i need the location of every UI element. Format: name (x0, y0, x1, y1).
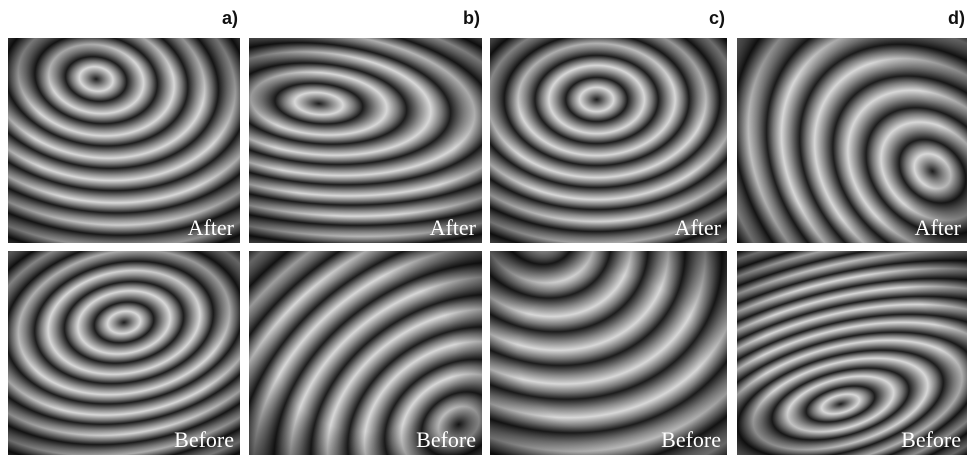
vignette (8, 251, 240, 455)
vignette (737, 38, 967, 243)
vignette (490, 38, 727, 243)
image-caption: After (188, 215, 235, 240)
image-caption: Before (901, 427, 961, 452)
vignette (737, 251, 967, 455)
image-caption: Before (416, 427, 476, 452)
image-caption: After (430, 215, 477, 240)
image-caption: Before (174, 427, 234, 452)
vignette (249, 38, 482, 243)
vignette (249, 251, 482, 455)
vignette (490, 251, 727, 455)
panel-label: d) (948, 8, 965, 28)
panel-label: a) (222, 8, 238, 28)
image-caption: After (915, 215, 962, 240)
panel-label: c) (709, 8, 725, 28)
image-caption: Before (661, 427, 721, 452)
panel-label: b) (463, 8, 480, 28)
image-caption: After (675, 215, 722, 240)
figure: a) After Before b) After Before c) After Before d… (0, 0, 967, 455)
vignette (8, 38, 240, 243)
